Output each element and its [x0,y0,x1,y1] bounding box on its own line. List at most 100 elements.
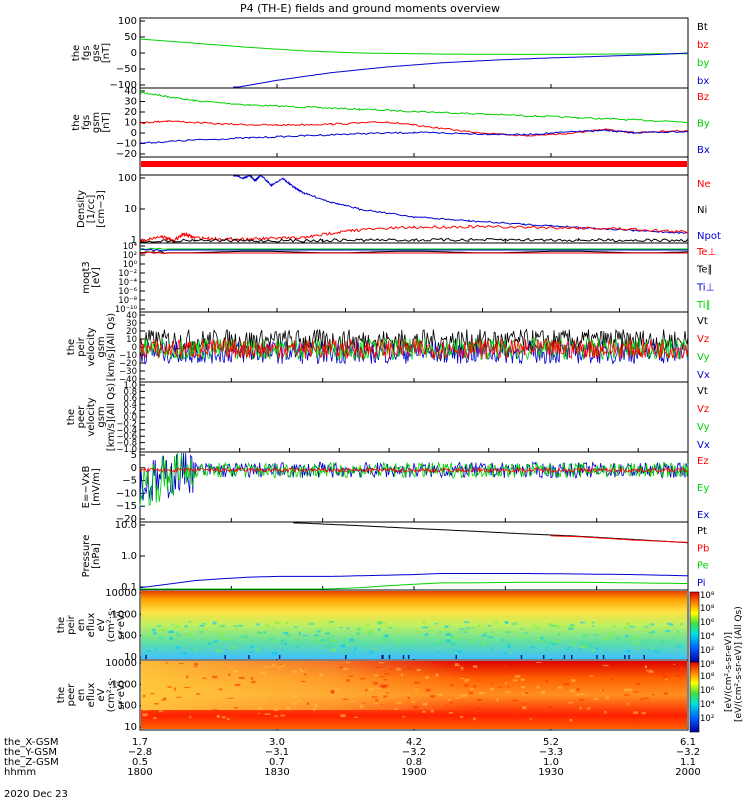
peir_eflux-pixel [185,633,192,636]
peir_eflux-pixel [263,631,267,634]
peir_eflux-pixel [456,650,462,653]
x-axis-value: 1.1 [680,757,696,768]
pressure-ytick-label: 1.0 [121,551,137,562]
colorbar-tick-label: 10² [700,714,714,724]
peir_eflux-pixel [388,626,393,629]
peer_eflux-pixel [633,711,638,714]
peer_eflux-pixel [162,697,167,700]
peer_eflux-pixel [361,702,365,704]
x-axis-row-label: the_X-GSM [4,737,58,748]
peer_eflux-pixel [383,679,387,681]
peir_eflux-pixel [658,649,661,652]
peir_eflux-pixel [511,622,518,625]
peir_eflux-dropout [278,655,281,659]
peir_eflux-ylabel-line: en [76,619,87,632]
peer_eflux-pixel [593,698,599,701]
panel-3: 100 10 1 Density[1/cc][cm−3] Ne Ni Npot [76,173,721,246]
peir_eflux-pixel [313,634,319,637]
fgs_gsm-ytick-label: −10 [116,139,137,150]
peer_eflux-pixel [524,692,529,694]
peer_eflux-pixel [547,718,553,720]
peir_eflux-pixel [416,631,421,633]
panel-9: 10000 1000 100 10 thepeirenefluxeV(cm²·s·sr·… [56,588,689,663]
peir_eflux-pixel [470,640,474,643]
colorbar-tick-label: 10⁴ [700,632,715,642]
peer_eflux-pixel [632,691,639,693]
peir_eflux-dropout [602,655,605,659]
peer_eflux-pixel [312,708,316,711]
peir_eflux-pixel [624,635,629,638]
peir_eflux-pixel [503,652,506,655]
colorbar-tick-label: 10⁴ [700,700,715,710]
peer_eflux-pixel [278,718,281,721]
peer_eflux-pixel [400,673,404,676]
peer_eflux-pixel [604,711,607,714]
peer_eflux-pixel [345,662,351,664]
peir_eflux-pixel [648,648,651,651]
peir_eflux-pixel [188,620,192,623]
peir_vel-ytick-label: −30 [119,367,137,377]
peir_eflux-pixel [198,630,204,634]
peer_eflux-pixel [319,673,323,677]
peer_eflux-pixel [576,693,580,697]
peer_eflux-pixel [194,665,198,668]
peir_eflux-pixel [629,626,635,628]
peir_eflux-pixel [434,622,439,625]
peer_eflux-pixel [298,668,302,670]
peer_eflux-pixel [579,706,582,710]
peer_eflux-ytick-label: 100 [118,701,137,712]
peer_eflux-pixel [568,702,573,704]
peer_eflux-pixel [299,670,306,673]
peir_eflux-ytick-label: 10000 [105,588,137,599]
peer_eflux-pixel [204,682,208,684]
peer_eflux-ytick-label: 1000 [112,679,137,690]
peir_eflux-pixel [433,643,438,646]
peer_eflux-pixel [303,673,307,676]
peir_eflux-pixel [563,625,566,627]
x-axis-value: −3.3 [539,747,563,758]
x-axis-row-label: hhmm [4,767,36,778]
fgs_gse-legend-item: bz [697,40,709,51]
x-axis-value: 4.2 [406,737,422,748]
peer_eflux-pixel [644,670,649,673]
temp-ylabel-line: [eV] [91,267,102,288]
peir_eflux-pixel [580,621,586,624]
peer_vel-legend: Vt Vz Vy Vx [697,386,710,451]
peer_eflux-pixel [232,670,239,672]
peer_eflux-pixel [212,709,218,711]
peir_vel-ytick-label: 30 [126,319,137,329]
efield-ytick-label: −20 [116,514,137,525]
peer_eflux-pixel [160,675,165,678]
peer_eflux-pixel [473,717,476,721]
peer_eflux-pixel [422,702,428,706]
peir_vel-ylabel-line: the [66,339,77,355]
panel-8: 10.0 1.0 0.1 Pressure[nPa] Pt Pb Pe Pi [81,520,709,593]
peer_eflux-pixel [513,713,519,717]
peer_eflux-pixel [512,679,518,682]
peir_eflux-pixel [353,647,357,650]
fgs_gsm-ylabel-line: fgs [81,115,92,130]
peir_eflux-pixel [436,651,440,653]
pressure-series-pi [139,573,689,589]
plot-date: 2020 Dec 23 [4,789,68,800]
x-axis-value: 1930 [538,767,563,778]
peir_eflux-dropout [345,655,347,659]
peer_eflux-pixel [176,696,182,698]
peer_eflux-pixel [424,676,430,679]
peer_eflux-pixel [642,670,647,672]
peir_eflux-pixel [249,651,254,653]
peir_eflux-pixel [550,625,556,627]
peir_eflux-pixel [256,623,260,626]
fgs_gse-ylabel-line: the [71,45,82,61]
peer_eflux-pixel [143,708,149,711]
peir_eflux-pixel [588,645,593,648]
peer_eflux-pixel [660,672,665,675]
peir_eflux-pixel [553,640,559,644]
peir_eflux-pixel [146,650,151,652]
peer_eflux-pixel [301,680,306,683]
peer_vel-legend-item: Vx [697,440,710,451]
peer_eflux-pixel [150,693,155,695]
peir_eflux-pixel [184,625,188,628]
peir_eflux-pixel [523,647,526,651]
